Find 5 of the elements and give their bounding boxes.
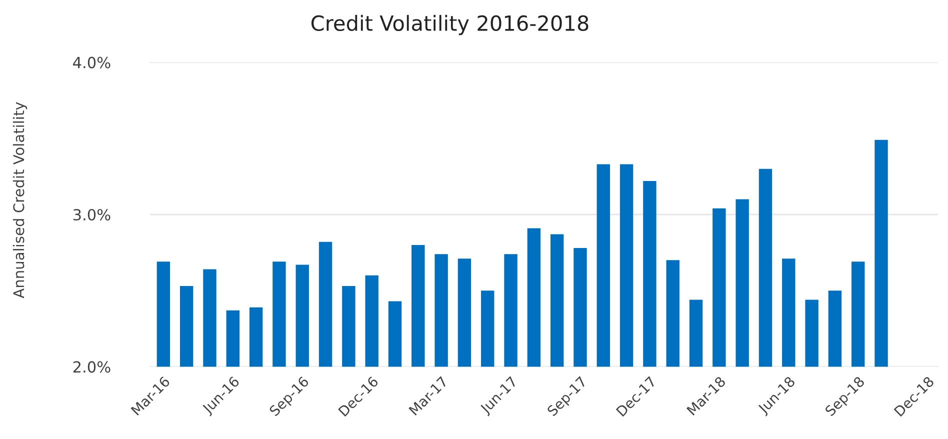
y-tick-label: 3.0% — [73, 208, 110, 221]
chart-title: Credit Volatility 2016-2018 — [311, 14, 588, 36]
y-tick-label: 4.0% — [73, 56, 110, 68]
y-tick-label: 2.0% — [73, 361, 110, 373]
y-axis-title: Annualised Credit Volatility — [12, 102, 28, 298]
